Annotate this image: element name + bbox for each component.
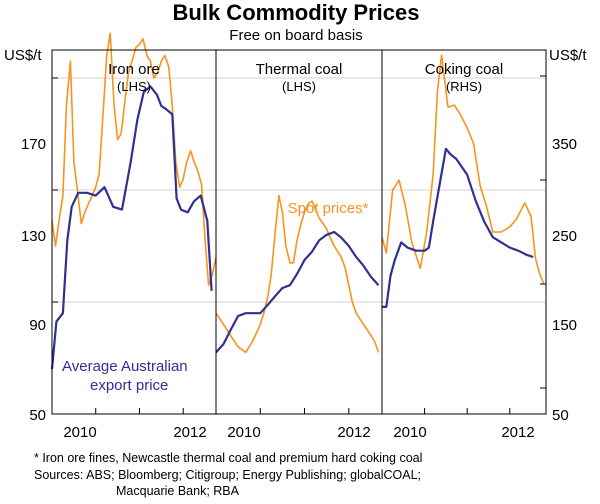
avg-export-annotation-line2: export price	[90, 377, 168, 394]
panel-axis-thermal-coal: (LHS)	[282, 79, 316, 94]
x-tick-2012-thermal-coal: 2012	[337, 424, 370, 441]
y-left-tick-130: 130	[21, 228, 46, 245]
y-right-tick-50: 50	[552, 407, 569, 424]
panel-axis-coking-coal: (RHS)	[446, 79, 482, 94]
series-export-thermal-coal	[215, 230, 380, 354]
series-spot-thermal-coal	[215, 194, 380, 354]
y-left-tick-90: 90	[29, 317, 46, 334]
x-tick-2010-thermal-coal: 2010	[227, 424, 260, 441]
y-right-tick-150: 150	[552, 317, 577, 334]
y-right-tick-250: 250	[552, 228, 577, 245]
chart-title: Bulk Commodity Prices	[173, 0, 420, 25]
footnote-sources-continued: Macquarie Bank; RBA	[116, 484, 240, 498]
chart-subtitle: Free on board basis	[229, 27, 362, 44]
plot-frame	[51, 49, 547, 415]
panel-axis-iron-ore: (LHS)	[117, 79, 151, 94]
series-spot-iron-ore	[51, 32, 217, 287]
x-tick-2010-coking-coal: 2010	[393, 424, 426, 441]
series-export-iron-ore	[50, 85, 213, 370]
left-axis-unit: US$/t	[4, 47, 42, 64]
x-tick-2012-iron-ore: 2012	[173, 424, 206, 441]
panel-title-thermal-coal: Thermal coal	[256, 61, 343, 78]
panel-title-iron-ore: Iron ore	[108, 61, 160, 78]
gridlines	[52, 77, 546, 303]
avg-export-annotation-line1: Average Australian	[62, 358, 188, 375]
x-tick-2012-coking-coal: 2012	[501, 424, 534, 441]
y-right-tick-350: 350	[552, 136, 577, 153]
footnote-definition: * Iron ore fines, Newcastle thermal coal…	[34, 451, 422, 465]
x-tick-2010-iron-ore: 2010	[63, 424, 96, 441]
y-left-tick-170: 170	[21, 136, 46, 153]
spot-prices-annotation: Spot prices*	[288, 200, 369, 217]
panel-title-coking-coal: Coking coal	[425, 61, 503, 78]
series-spot-coking-coal	[381, 54, 545, 285]
plot-area	[50, 32, 545, 370]
series-export-coking-coal	[382, 147, 534, 308]
footnote-sources: Sources: ABS; Bloomberg; Citigroup; Ener…	[34, 468, 421, 482]
y-left-tick-50: 50	[29, 407, 46, 424]
right-axis-unit: US$/t	[549, 47, 587, 64]
axis-ticks	[52, 75, 546, 415]
